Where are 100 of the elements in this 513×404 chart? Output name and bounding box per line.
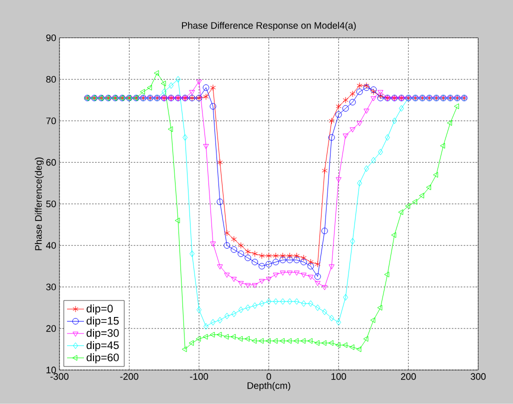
- point: [244, 254, 252, 262]
- point: [378, 148, 383, 156]
- point: [419, 192, 424, 199]
- point: [364, 82, 370, 89]
- point: [300, 272, 307, 278]
- point: [328, 118, 334, 124]
- point: [398, 209, 404, 216]
- x-tick-label: -200: [120, 373, 138, 380]
- point: [322, 168, 328, 174]
- point: [280, 256, 286, 264]
- point: [168, 126, 173, 132]
- point: [182, 346, 187, 352]
- y-tick-label: 30: [46, 284, 56, 290]
- point: [217, 317, 222, 324]
- point: [363, 336, 368, 342]
- point: [349, 344, 354, 350]
- point: [238, 336, 243, 342]
- point: [363, 84, 370, 91]
- point: [266, 252, 272, 260]
- point: [321, 228, 328, 234]
- point: [272, 252, 279, 260]
- point: [294, 338, 298, 344]
- point: [252, 283, 258, 288]
- point: [300, 258, 307, 266]
- point: [217, 264, 223, 270]
- y-tick-label: 20: [46, 325, 56, 332]
- point: [196, 336, 201, 342]
- point: [202, 84, 210, 91]
- point: [188, 340, 194, 346]
- point: [336, 103, 342, 110]
- point: [371, 157, 376, 164]
- point: [174, 218, 180, 224]
- point: [266, 298, 272, 305]
- point: [426, 184, 432, 190]
- point: [342, 96, 348, 104]
- point: [216, 332, 222, 338]
- point: [224, 312, 230, 320]
- point: [224, 272, 230, 278]
- point: [259, 252, 265, 260]
- point: [224, 334, 229, 340]
- point: [440, 143, 446, 149]
- point: [210, 84, 216, 91]
- point: [280, 252, 286, 260]
- point: [357, 180, 362, 186]
- point: [329, 314, 334, 322]
- point: [328, 134, 335, 141]
- point: [301, 300, 306, 307]
- point: [336, 319, 342, 326]
- point: [210, 319, 216, 326]
- point: [335, 111, 342, 118]
- point: [378, 90, 384, 96]
- point: [189, 90, 195, 96]
- point: [162, 88, 167, 96]
- point: [405, 203, 410, 209]
- point: [224, 230, 230, 236]
- point: [272, 272, 279, 278]
- y-tick-label: 70: [46, 118, 56, 124]
- point: [356, 346, 362, 352]
- y-tick-label: 50: [46, 200, 56, 208]
- point: [252, 250, 258, 258]
- point: [314, 340, 320, 346]
- legend-label: dip=60: [86, 353, 119, 364]
- point: [335, 342, 340, 348]
- point: [314, 281, 320, 286]
- point: [210, 332, 215, 338]
- point: [294, 298, 300, 305]
- point: [231, 277, 237, 282]
- point: [190, 250, 195, 258]
- point: [343, 294, 348, 301]
- point: [336, 177, 342, 182]
- point: [217, 159, 223, 166]
- point: [294, 270, 300, 276]
- point: [245, 304, 250, 312]
- x-tick-label: -100: [190, 373, 208, 380]
- point: [342, 105, 349, 112]
- point: [224, 242, 230, 249]
- point: [230, 334, 236, 340]
- point: [203, 144, 209, 150]
- point: [259, 300, 264, 307]
- point: [398, 105, 404, 112]
- x-tick-label: 300: [470, 373, 486, 380]
- point: [412, 199, 418, 205]
- point: [210, 242, 216, 247]
- point: [252, 258, 258, 266]
- point: [342, 134, 348, 139]
- point: [454, 104, 459, 110]
- legend-label: dip=45: [86, 341, 119, 352]
- point: [307, 263, 314, 270]
- point: [140, 89, 145, 95]
- chart-title: Phase Difference Response on Model4(a): [182, 22, 356, 31]
- point: [350, 90, 356, 98]
- point: [314, 273, 321, 280]
- point: [244, 336, 250, 342]
- point: [392, 118, 397, 124]
- x-tick-label: 200: [401, 373, 416, 380]
- point: [266, 277, 272, 282]
- x-tick-label: 100: [331, 373, 346, 380]
- point: [238, 250, 244, 258]
- point: [286, 256, 293, 264]
- x-tick-label: -300: [50, 373, 68, 380]
